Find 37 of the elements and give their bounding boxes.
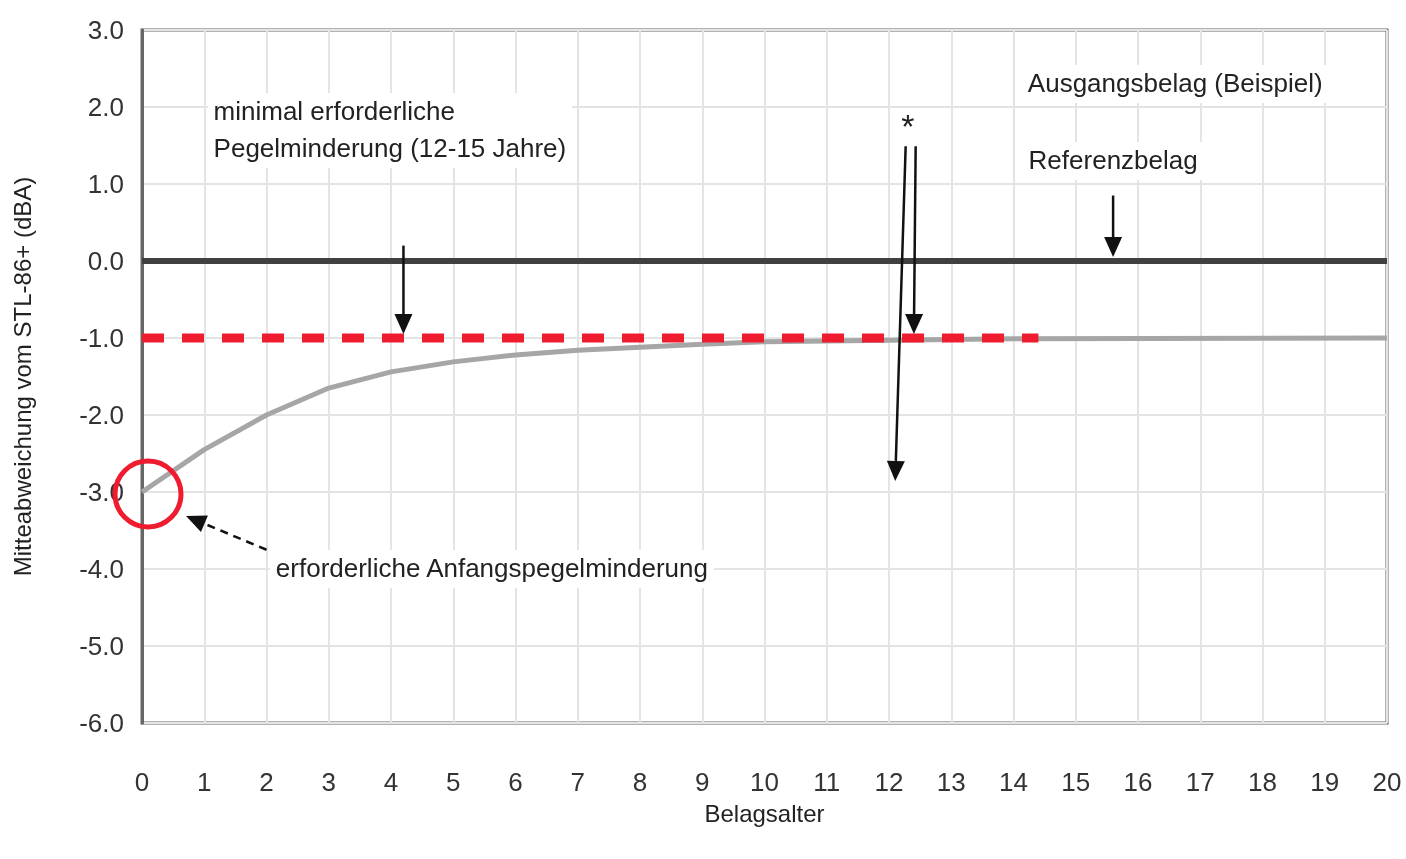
x-tick-label: 16 xyxy=(1123,767,1153,797)
x-tick-label: 20 xyxy=(1372,767,1402,797)
x-tick-label: 18 xyxy=(1248,767,1277,797)
annotation: erforderliche Anfangspegelminderung xyxy=(269,550,715,588)
y-tick-label: 0.0 xyxy=(87,246,124,276)
x-tick-label: 6 xyxy=(508,767,523,797)
x-tick-label: 13 xyxy=(936,767,966,797)
x-tick-label: 14 xyxy=(999,767,1028,797)
y-tick-label: 3.0 xyxy=(87,15,124,45)
y-tick-label: -1.0 xyxy=(79,323,124,353)
y-tick-label: 2.0 xyxy=(87,92,124,122)
x-tick-label: 10 xyxy=(750,767,779,797)
x-tick-label: 7 xyxy=(570,767,585,797)
x-tick-label: 9 xyxy=(695,767,710,797)
x-tick-label: 4 xyxy=(383,767,399,797)
x-tick-label: 8 xyxy=(632,767,648,797)
x-tick-label: 1 xyxy=(197,767,212,797)
x-axis-title: Belagsalter xyxy=(704,799,825,827)
x-tick-label: 2 xyxy=(259,767,274,797)
x-tick-label: 11 xyxy=(813,767,841,797)
annotation: Ausgangsbelag (Beispiel) xyxy=(1021,64,1329,103)
y-tick-label: -6.0 xyxy=(79,708,124,738)
x-tick-label: 3 xyxy=(321,767,336,797)
x-tick-label: 5 xyxy=(446,767,461,797)
x-tick-label: 12 xyxy=(874,767,904,797)
y-axis-title: Mitteabweichung vom STL-86+ (dBA) xyxy=(8,176,36,577)
x-tick-label: 19 xyxy=(1310,767,1340,797)
y-tick-label: -5.0 xyxy=(79,631,124,661)
annotation: * xyxy=(901,105,915,147)
annotation: minimal erforderliche Pegelminderung (12-15 Jahre) xyxy=(207,92,573,168)
annotation: Referenzbelag xyxy=(1022,141,1204,180)
y-tick-label: -4.0 xyxy=(79,554,124,584)
y-tick-label: 1.0 xyxy=(87,169,124,199)
x-tick-label: 0 xyxy=(134,767,150,797)
x-tick-label: 15 xyxy=(1061,767,1091,797)
y-tick-label: -2.0 xyxy=(79,400,124,430)
x-tick-label: 17 xyxy=(1185,767,1215,797)
